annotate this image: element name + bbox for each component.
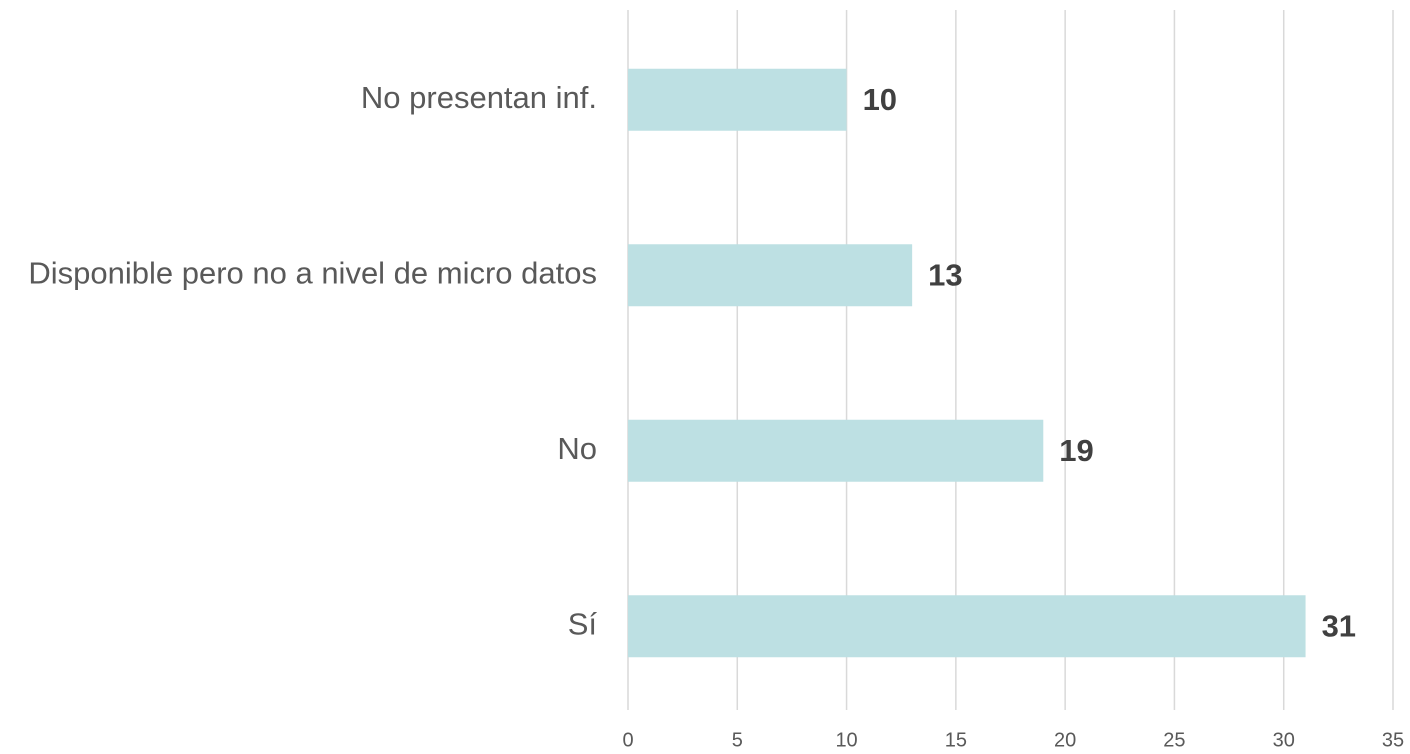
y-tick-label: No <box>557 431 597 466</box>
x-tick-label: 30 <box>1273 729 1295 751</box>
x-tick-label: 20 <box>1054 729 1076 751</box>
x-tick-label: 25 <box>1163 729 1185 751</box>
value-label: 31 <box>1322 608 1356 643</box>
y-tick-label: Sí <box>568 606 598 641</box>
x-tick-label: 5 <box>732 729 743 751</box>
bar <box>628 244 913 307</box>
x-tick-label: 35 <box>1382 729 1404 751</box>
value-label: 19 <box>1059 433 1093 468</box>
x-tick-label: 10 <box>835 729 857 751</box>
y-tick-label: Disponible pero no a nivel de micro dato… <box>28 255 597 290</box>
bar <box>628 595 1306 658</box>
value-label: 13 <box>928 257 962 292</box>
x-tick-label: 15 <box>945 729 967 751</box>
bar <box>628 419 1044 482</box>
x-tick-label: 0 <box>622 729 633 751</box>
value-label: 10 <box>863 82 897 117</box>
bar <box>628 68 847 131</box>
y-tick-label: No presentan inf. <box>361 80 597 115</box>
